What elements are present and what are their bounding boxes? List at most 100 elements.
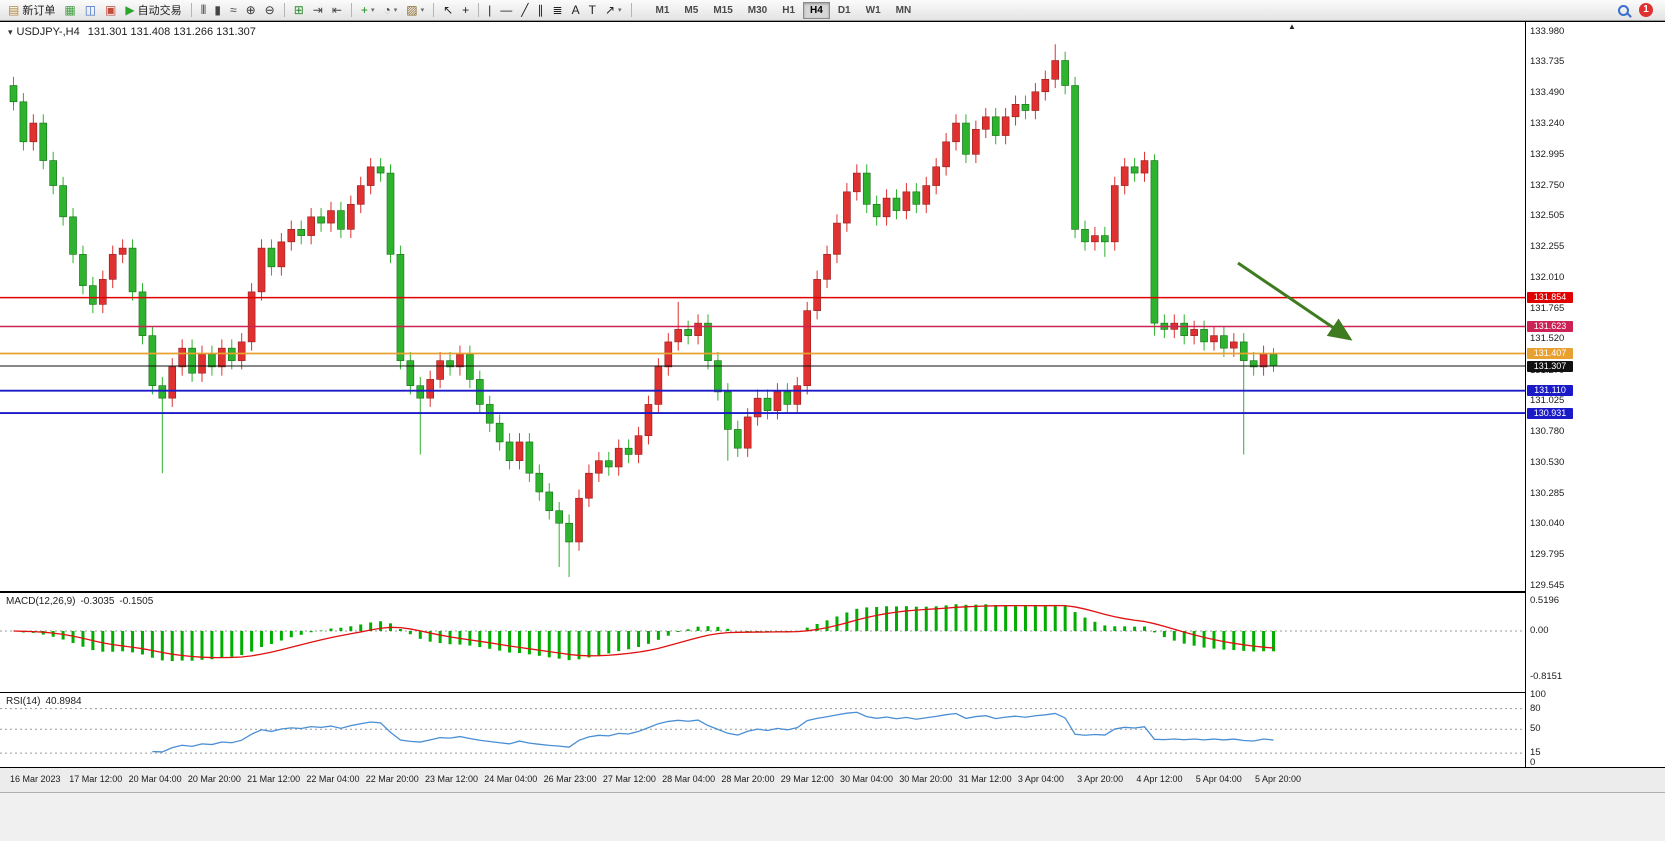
channel-button[interactable]: ∥ [534, 1, 548, 19]
fibonacci-button[interactable]: ≣ [549, 1, 567, 19]
rsi-line [152, 711, 1274, 753]
horizontal-line-button[interactable]: — [496, 1, 516, 19]
toolbar: ▤ 新订单 ▦ ◫ ▣ ▶ 自动交易 ||| ▮ ≈ ⊕ ⊖ ⊞ ⇥ ⇤ + ▾ ◔ ▾ ▨ ▾ ↖ + | — ╱ ∥ ≣ A T ↗ ▾ M… [0, 0, 1665, 21]
macd-label: MACD(12,26,9) -0.3035 -0.1505 [6, 596, 158, 607]
text-icon: A [571, 3, 580, 17]
price-axis-label: 131.025 [1530, 395, 1565, 407]
toolbar-separator [478, 3, 480, 17]
chart-windows-button[interactable]: ▦ [60, 1, 79, 19]
timeframe-mn[interactable]: MN [895, 4, 912, 16]
candle-bodies [9, 60, 1278, 543]
time-axis-label: 5 Apr 20:00 [1255, 774, 1302, 784]
chart-shift-button[interactable]: ⇤ [328, 1, 346, 19]
timeframe-w1[interactable]: W1 [865, 4, 881, 16]
horizontal-price-lines[interactable] [0, 296, 1525, 414]
macd-panel[interactable]: MACD(12,26,9) -0.3035 -0.1505 [0, 592, 1525, 689]
timeframe-m15[interactable]: M15 [713, 4, 733, 16]
trendline-button[interactable]: ╱ [517, 1, 532, 19]
time-axis-label: 27 Mar 12:00 [602, 774, 656, 784]
time-axis-label: 4 Apr 12:00 [1136, 774, 1183, 784]
auto-trading-button[interactable]: ▶ 自动交易 [121, 1, 185, 19]
candle-wicks [13, 44, 1274, 577]
candlestick-chart[interactable] [0, 23, 1525, 587]
auto-scroll-button[interactable]: ⇥ [309, 1, 327, 19]
rsi-value: 40.8984 [45, 696, 82, 707]
toolbar-separator [630, 3, 632, 17]
price-line-tag: 130.931 [1527, 407, 1573, 419]
chart-shift-icon: ⇤ [331, 3, 342, 17]
timeframe-m30[interactable]: M30 [747, 4, 768, 16]
line-chart-mode-button[interactable]: ≈ [226, 1, 241, 19]
search-icon[interactable] [1618, 4, 1629, 16]
time-axis[interactable]: 16 Mar 2023 17 Mar 12:00 20 Mar 04:00 20 Ma… [0, 767, 1665, 793]
notification-badge[interactable]: 1 [1639, 3, 1653, 17]
ohlc-bars-icon: ||| [200, 4, 207, 15]
new-order-button[interactable]: ▤ 新订单 [4, 1, 59, 19]
ohlc-values: 131.301 131.408 131.266 131.307 [87, 26, 256, 38]
zoom-in-button[interactable]: ⊕ [242, 1, 260, 19]
indicators-button[interactable]: + ▾ [357, 1, 379, 19]
macd-name: MACD(12,26,9) [6, 596, 76, 607]
macd-axis-label: -0.8151 [1530, 671, 1563, 683]
rsi-chart [0, 708, 1525, 754]
arrows-button[interactable]: ↗ ▾ [601, 1, 626, 19]
horizontal-line-icon: — [500, 3, 513, 17]
price-axis-label: 130.780 [1530, 425, 1565, 437]
toolbar-separator [190, 3, 192, 17]
templates-button[interactable]: ▨ ▾ [402, 1, 428, 19]
time-axis-label: 23 Mar 12:00 [425, 774, 479, 784]
price-axis-label: 130.040 [1530, 518, 1565, 530]
price-axis-label: 132.505 [1530, 210, 1565, 222]
indicators-icon: + [360, 3, 368, 17]
trend-arrow-annotation[interactable] [1237, 261, 1353, 341]
chart-windows-icon: ▦ [64, 3, 76, 17]
rsi-name: RSI(14) [6, 696, 41, 707]
price-axis-label: 129.545 [1530, 580, 1565, 592]
price-line-tag: 131.854 [1527, 292, 1573, 304]
time-axis-label: 29 Mar 12:00 [780, 774, 834, 784]
collapse-caret-icon[interactable]: ▾ [8, 27, 13, 37]
profiles-button[interactable]: ◫ [81, 1, 100, 19]
timeframe-d1[interactable]: D1 [837, 4, 851, 16]
time-axis-label: 20 Mar 04:00 [128, 774, 182, 784]
rsi-panel[interactable]: RSI(14) 40.8984 [0, 692, 1525, 767]
symbol-label: USDJPY-,H4 [16, 26, 80, 38]
chart-title: ▾ USDJPY-,H4 131.301 131.408 131.266 131.3… [8, 26, 256, 38]
auto-scroll-icon: ⇥ [312, 3, 323, 17]
dropdown-caret-icon: ▾ [393, 7, 398, 14]
rsi-axis-label: 0 [1530, 757, 1536, 769]
main-chart-panel[interactable]: ▾ USDJPY-,H4 131.301 131.408 131.266 131.3… [0, 22, 1525, 592]
price-axis[interactable]: 133.980 133.735 133.490 133.240 132.995 132.7… [1525, 22, 1665, 769]
time-axis-label: 22 Mar 20:00 [365, 774, 419, 784]
candlestick-mode-icon: ▮ [214, 3, 222, 17]
market-watch-button[interactable]: ▣ [101, 1, 120, 19]
toolbar-separator [283, 3, 285, 17]
zoom-out-icon: ⊖ [264, 3, 275, 17]
candlestick-mode-button[interactable]: ▮ [210, 1, 225, 19]
label-button[interactable]: T [585, 1, 600, 19]
macd-main-value: -0.3035 [80, 596, 115, 607]
cursor-button[interactable]: ↖ [439, 1, 457, 19]
tile-windows-button[interactable]: ⊞ [290, 1, 308, 19]
periods-button[interactable]: ◔ ▾ [379, 1, 401, 19]
timeframe-m1[interactable]: M1 [655, 4, 670, 16]
price-axis-label: 133.490 [1530, 87, 1565, 99]
toolbar-right: 1 [1618, 3, 1661, 17]
zoom-out-button[interactable]: ⊖ [261, 1, 279, 19]
crosshair-icon: + [462, 3, 470, 17]
text-button[interactable]: A [568, 1, 584, 19]
timeframe-h4[interactable]: H4 [803, 1, 830, 19]
trendline-icon: ╱ [521, 3, 529, 17]
crosshair-button[interactable]: + [458, 1, 473, 19]
timeframe-m5[interactable]: M5 [684, 4, 699, 16]
ohlc-bars-button[interactable]: ||| [197, 1, 210, 19]
time-axis-label: 24 Mar 04:00 [484, 774, 538, 784]
timeframe-h1[interactable]: H1 [782, 4, 796, 16]
auto-trading-button-label: 自动交易 [137, 5, 182, 17]
vertical-line-button[interactable]: | [484, 1, 495, 19]
time-axis-label: 5 Apr 04:00 [1195, 774, 1242, 784]
price-axis-label: 130.530 [1530, 457, 1565, 469]
dropdown-caret-icon: ▾ [370, 7, 375, 14]
new-order-button-label: 新订单 [22, 5, 56, 17]
channel-icon: ∥ [537, 3, 544, 17]
